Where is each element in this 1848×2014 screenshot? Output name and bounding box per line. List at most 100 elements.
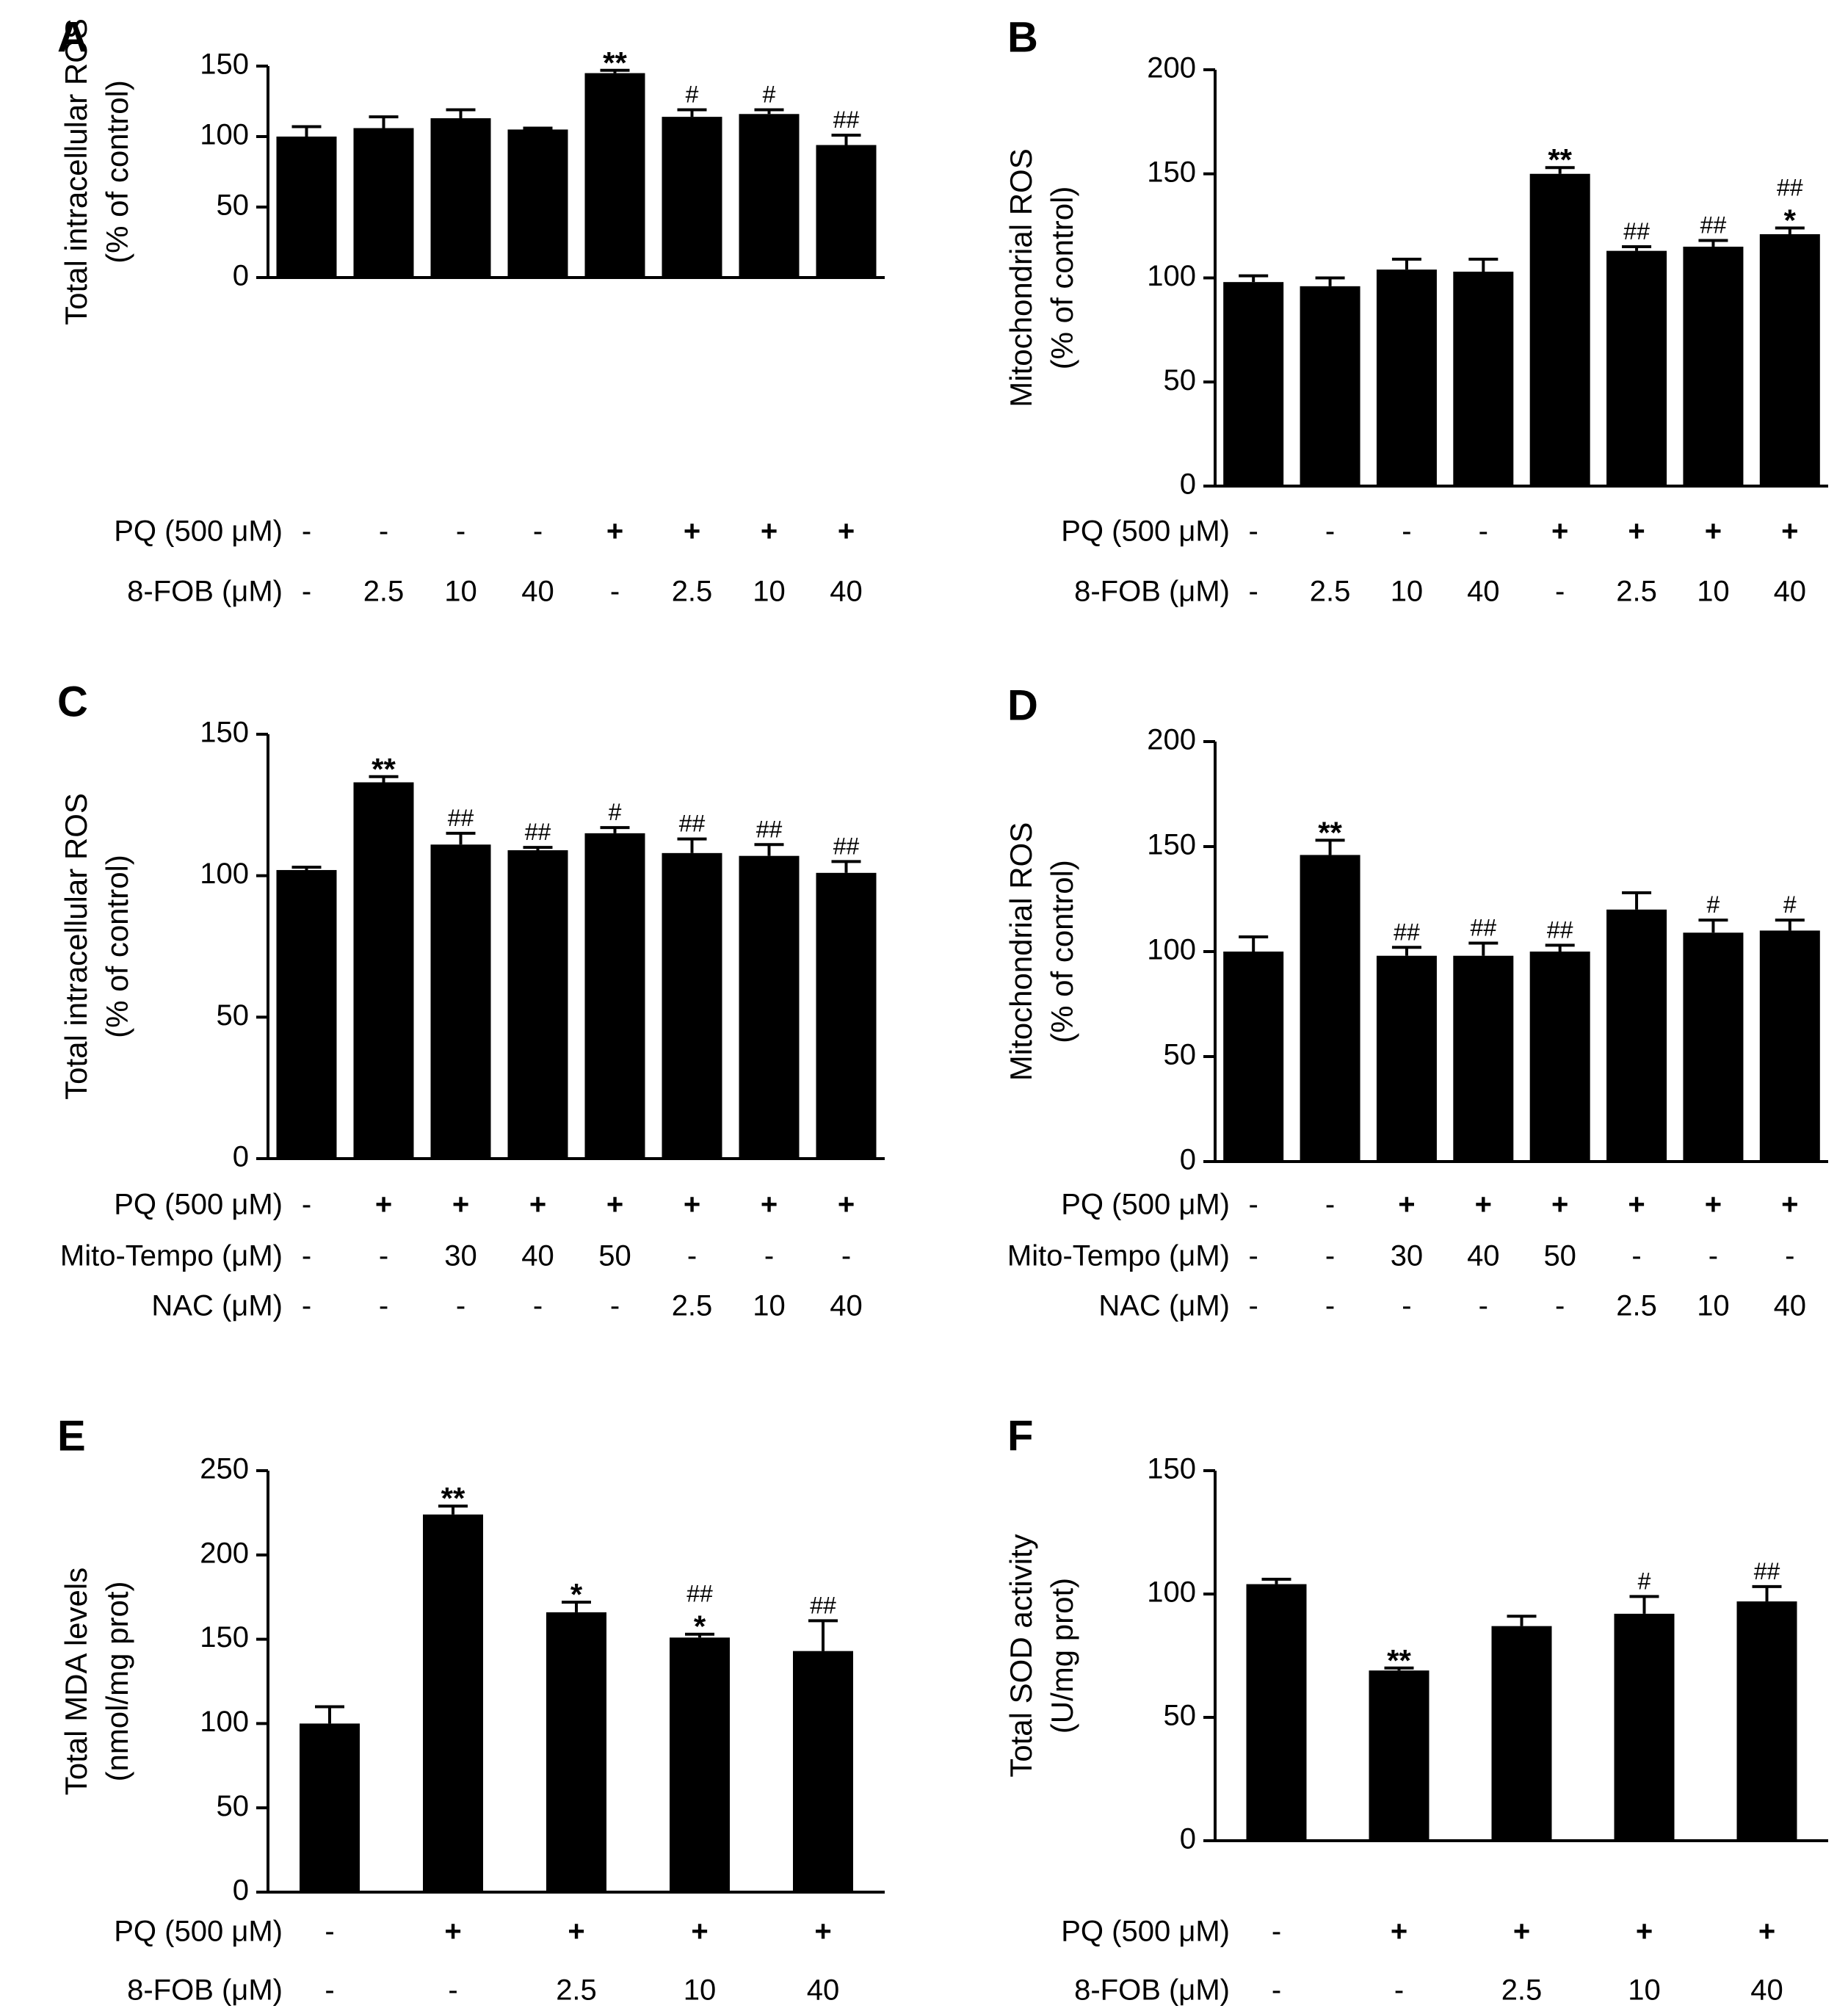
panel-b-condition-value: 10 [1697, 576, 1730, 608]
panel-c-condition-value: - [379, 1290, 388, 1322]
panel-b-bar [1376, 269, 1437, 486]
panel-f-ytick-label: 50 [1164, 1700, 1197, 1732]
panel-b-ytick-label: 0 [1180, 468, 1196, 501]
panel-d-ylabel-line: (% of control) [1045, 860, 1079, 1043]
panel-d-condition-value: - [1709, 1240, 1718, 1272]
panel-e-ylabel-line: (nmol/mg prot) [100, 1581, 134, 1781]
panel-d-bar [1376, 955, 1437, 1162]
panel-d-condition-value: + [1705, 1189, 1722, 1221]
panel-a-condition-value: - [533, 515, 543, 548]
panel-b-bar [1453, 271, 1514, 486]
panel-b-condition-value: + [1551, 515, 1568, 548]
panel-f-condition-value: + [1636, 1916, 1653, 1948]
panel-e-condition-label: 8-FOB (μM) [127, 1974, 283, 2007]
panel-b-condition-value: - [1479, 515, 1488, 548]
panel-b-ylabel-line: (% of control) [1045, 186, 1079, 370]
panel-c-condition-value: 40 [830, 1290, 863, 1322]
panel-b-ytick-label: 200 [1147, 52, 1196, 84]
panel-d-significance: # [1707, 891, 1720, 918]
panel-e-significance: ## [810, 1592, 836, 1618]
panel-c-ylabel-line: (% of control) [100, 855, 134, 1038]
panel-a-condition-value: 10 [444, 576, 477, 608]
panel-c-ytick-label: 100 [200, 858, 249, 890]
panel-d-bar [1453, 955, 1514, 1162]
panel-a-bar [276, 137, 337, 278]
panel-a-condition-label: PQ (500 μM) [114, 515, 283, 548]
panel-f-letter: F [1007, 1412, 1033, 1460]
panel-d-condition-label: PQ (500 μM) [1061, 1189, 1230, 1221]
panel-c-significance: ## [448, 805, 474, 831]
panel-e-condition-label: PQ (500 μM) [114, 1916, 283, 1948]
panel-f-significance: ## [1754, 1558, 1780, 1584]
panel-f-ytick-label: 0 [1180, 1823, 1196, 1855]
panel-b-condition-value: 40 [1467, 576, 1500, 608]
panel-e-condition-value: - [325, 1916, 334, 1948]
panel-d-condition-value: - [1785, 1240, 1794, 1272]
panel-f-ylabel-line: (U/mg prot) [1045, 1578, 1079, 1734]
panel-d-condition-value: - [1325, 1290, 1335, 1322]
panel-e-condition-value: - [325, 1974, 334, 2007]
panel-a-significance: # [763, 81, 776, 108]
panel-e-ylabel-line: Total MDA levels [59, 1568, 93, 1795]
panel-c-condition-label: NAC (μM) [151, 1290, 283, 1322]
panel-c-condition-value: - [764, 1240, 774, 1272]
panel-c-condition-value: 50 [598, 1240, 631, 1272]
panel-d-ytick-label: 0 [1180, 1144, 1196, 1176]
panel-d-condition-value: - [1325, 1240, 1335, 1272]
panel-c-condition-value: - [456, 1290, 465, 1322]
panel-f-condition-value: - [1394, 1974, 1404, 2007]
panel-d-condition-value: 40 [1467, 1240, 1500, 1272]
panel-c-condition-value: + [606, 1189, 623, 1221]
panel-e-condition-value: 10 [684, 1974, 717, 2007]
panel-a-ytick-label: 100 [200, 119, 249, 151]
panel-b-condition-label: PQ (500 μM) [1061, 515, 1230, 548]
panel-e-significance: ** [441, 1481, 465, 1515]
panel-e-ytick-label: 200 [200, 1537, 249, 1569]
panel-c-condition-label: Mito-Tempo (μM) [60, 1240, 283, 1272]
panel-a-condition-value: 10 [753, 576, 786, 608]
panel-e-ytick-label: 0 [233, 1874, 249, 1907]
panel-a-bar [507, 129, 568, 278]
panel-e: E Total MDA levels (nmol/mg prot) 0 50 100 150… [57, 1412, 885, 2007]
panel-d-condition-label: Mito-Tempo (μM) [1007, 1240, 1230, 1272]
panel-b-significance: ## [1700, 211, 1727, 238]
panel-e-condition-value: - [448, 1974, 457, 2007]
panel-a-condition-value: + [761, 515, 778, 548]
panel-d-significance: ## [1471, 915, 1497, 941]
panel-c-significance: ## [756, 816, 783, 842]
panel-f-significance: # [1638, 1568, 1651, 1594]
panel-b-bar [1683, 246, 1744, 486]
panel-c-condition-value: - [610, 1290, 620, 1322]
panel-d-condition-value: - [1631, 1240, 1641, 1272]
panel-d-bar [1223, 952, 1284, 1162]
panel-d-condition-value: + [1551, 1189, 1568, 1221]
panel-a-significance: ** [603, 46, 627, 80]
panel-d-condition-value: + [1398, 1189, 1415, 1221]
panel-a-ytick-label: 50 [217, 189, 250, 222]
panel-c-condition-value: - [379, 1240, 388, 1272]
panel-d-condition-value: 50 [1543, 1240, 1576, 1272]
panel-b-bar [1529, 173, 1590, 486]
panel-c-bar [353, 782, 414, 1159]
panel-b-ytick-label: 50 [1164, 364, 1197, 396]
panel-c-condition-value: - [302, 1240, 311, 1272]
panel-e-condition-value: + [444, 1916, 461, 1948]
panel-c-bar [430, 844, 491, 1159]
panel-f-bar [1246, 1584, 1307, 1841]
panel-a-ylabel-line: Total intracellular ROS [59, 18, 93, 325]
panel-a-condition-value: + [606, 515, 623, 548]
panel-a-condition-value: - [302, 576, 311, 608]
panel-b-condition-value: 2.5 [1310, 576, 1351, 608]
panel-f-bar [1614, 1613, 1675, 1841]
panel-a-significance: ## [833, 106, 860, 133]
panel-d-ylabel-line: Mitochondrial ROS [1004, 822, 1038, 1081]
panel-f-ytick-label: 100 [1147, 1576, 1196, 1609]
panel-a-bar [816, 145, 877, 278]
panel-c-bar [816, 872, 877, 1159]
panel-f-condition-label: PQ (500 μM) [1061, 1916, 1230, 1948]
panel-e-significance: ## [686, 1581, 713, 1607]
panel-b-condition-value: - [1249, 576, 1258, 608]
panel-c-significance: ** [372, 752, 396, 786]
panel-e-significance: * [694, 1609, 706, 1644]
panel-d-condition-value: - [1249, 1290, 1258, 1322]
